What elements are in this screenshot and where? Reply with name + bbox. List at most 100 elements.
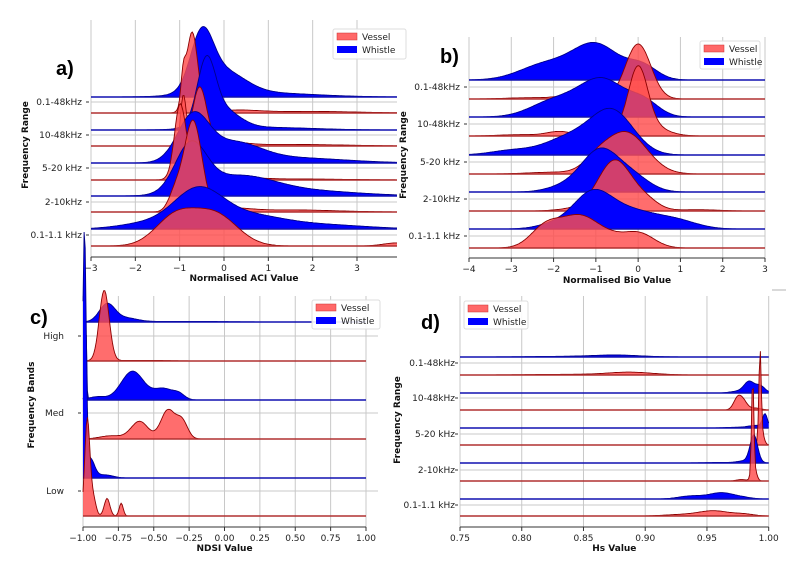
y-tick-label: 10-48kHz: [412, 394, 455, 404]
y-tick-label: 0.1-48kHz: [414, 83, 460, 93]
x-tick-label: 1.00: [356, 534, 376, 544]
y-tick-label: Med: [45, 409, 64, 419]
x-tick-label: −2: [547, 265, 560, 275]
legend-label-vessel: Vessel: [362, 33, 390, 43]
x-axis-label: Normalised ACI Value: [189, 274, 298, 284]
panel-d-hs: 0.1-48kHz 10-48kHz 5-20 kHz 2-10kHz 0.1-1.1 …: [393, 296, 779, 554]
ridge-vessel-0-1-1-1-khz: [460, 510, 769, 516]
ridge-vessel-0-1-1-1-khz: [91, 207, 397, 246]
ridge-outline: [460, 394, 769, 411]
x-tick-label: −0.75: [105, 534, 133, 544]
legend-label-vessel: Vessel: [341, 304, 369, 314]
x-tick-label: −1: [173, 264, 186, 274]
y-tick-label: 10-48kHz: [417, 120, 460, 130]
x-tick-label: 0.50: [285, 534, 305, 544]
ridge-vessel-2-10khz: [91, 120, 397, 212]
ridge-vessel-2-10khz: [469, 159, 765, 211]
ridge-vessel-5-20-khz: [91, 103, 397, 180]
y-tick-label: 2-10kHz: [423, 195, 460, 205]
x-tick-label: 1.00: [759, 534, 779, 544]
y-tick-label: 5-20 kHz: [42, 164, 82, 174]
y-tick-label: 5-20 kHz: [415, 430, 455, 440]
legend-label-vessel: Vessel: [729, 45, 757, 55]
panel-label: a): [56, 58, 74, 80]
panel-a-aci: 0.1-48kHz 10-48kHz 5-20 kHz 2-10kHz 0.1-1.1 …: [21, 20, 407, 284]
x-axis-label: Normalised Bio Value: [563, 276, 671, 286]
x-tick-label: 0.25: [250, 534, 270, 544]
ridge-vessel-med: [83, 409, 366, 439]
x-tick-label: 0.85: [573, 534, 593, 544]
y-tick-label: Low: [46, 487, 64, 497]
x-tick-label: −2: [129, 264, 142, 274]
ridge-outline: [91, 140, 398, 197]
legend: Vessel Whistle: [311, 299, 381, 330]
ridge-whistle-10-48khz: [460, 381, 769, 393]
ridge-outline: [460, 387, 769, 482]
x-tick-label: 2: [310, 264, 316, 274]
ridge-whistle-0-1-1-1-khz: [460, 492, 769, 499]
ridge-outline: [90, 186, 397, 229]
ridge-whistle-0-1-48khz: [91, 26, 397, 98]
panel-b-bio: 0.1-48kHz 10-48kHz 5-20 kHz 2-10kHz 0.1-1.1 …: [399, 37, 768, 286]
y-tick-label: 0.1-1.1 kHz: [404, 501, 456, 511]
y-axis-label: Frequency Range: [21, 101, 31, 189]
ridge-vessel-0-1-1-1-khz: [469, 214, 765, 248]
x-tick-label: 0.75: [450, 534, 470, 544]
panel-c-ndsi: High Med Low −1.00 −0.75 −0.50 −0.25 0.00 0.25 0.…: [27, 231, 381, 554]
ridge-whistle-5-20-khz: [469, 108, 765, 155]
x-tick-label: 0.95: [697, 534, 717, 544]
x-tick-label: −0.50: [140, 534, 168, 544]
x-axis-label: Hs Value: [592, 544, 636, 554]
legend-swatch-whistle: [337, 46, 357, 53]
legend: Vessel Whistle: [699, 40, 763, 70]
ridge-vessel-5-20-khz: [469, 131, 765, 174]
panel-label: c): [30, 307, 48, 329]
y-tick-label: 2-10kHz: [45, 198, 82, 208]
x-tick-label: −1.00: [69, 534, 97, 544]
y-axis-label: Frequency Bands: [27, 362, 37, 449]
x-tick-label: 3: [354, 264, 360, 274]
ridge-whistle-0-1-48khz: [469, 42, 765, 80]
ridge-outline: [91, 102, 397, 181]
y-tick-label: 0.1-48kHz: [409, 359, 455, 369]
x-tick-label: 0.75: [321, 534, 341, 544]
legend-swatch-vessel: [315, 303, 337, 312]
x-tick-label: 0: [635, 265, 641, 275]
y-tick-label: High: [43, 332, 64, 342]
y-tick-label: 0.1-1.1 kHz: [31, 231, 83, 241]
legend-label-whistle: Whistle: [362, 46, 396, 56]
x-tick-label: 1: [678, 265, 684, 275]
ridge-whistle-5-20-khz: [460, 413, 769, 428]
x-tick-label: 3: [762, 265, 768, 275]
x-tick-label: 2: [720, 265, 726, 275]
legend-label-vessel: Vessel: [493, 305, 521, 315]
x-tick-label: 0.80: [512, 534, 532, 544]
legend-swatch-whistle: [468, 318, 488, 325]
legend-swatch-whistle: [704, 58, 724, 65]
ridge-whistle-10-48khz: [469, 77, 765, 117]
y-tick-label: 0.1-1.1 kHz: [409, 232, 461, 242]
ridge-vessel-0-1-48khz: [460, 372, 769, 375]
x-tick-label: 0.00: [214, 534, 234, 544]
y-axis-label: Frequency Range: [393, 376, 403, 464]
panel-label: d): [421, 312, 440, 334]
y-tick-label: 0.1-48kHz: [36, 98, 82, 108]
legend-swatch-whistle: [316, 317, 336, 324]
ridge-whistle-2-10khz: [91, 140, 397, 196]
legend: Vessel Whistle: [332, 28, 407, 60]
legend-label-whistle: Whistle: [729, 58, 763, 68]
ridge-outline: [460, 380, 769, 394]
x-tick-label: −3: [84, 264, 97, 274]
x-tick-label: −4: [462, 265, 476, 275]
ridge-whistle-2-10khz: [460, 434, 769, 463]
ridge-whistle-0-1-1-1-khz: [469, 189, 765, 229]
legend-swatch-vessel: [467, 304, 489, 313]
x-tick-label: 0.90: [635, 534, 655, 544]
x-axis-label: NDSI Value: [196, 544, 252, 554]
ridge-outline: [460, 434, 769, 464]
ridge-whistle-5-20-khz: [91, 111, 397, 163]
x-tick-label: 0: [221, 264, 227, 274]
ridge-vessel-2-10khz: [460, 388, 769, 481]
x-tick-label: −0.25: [175, 534, 203, 544]
